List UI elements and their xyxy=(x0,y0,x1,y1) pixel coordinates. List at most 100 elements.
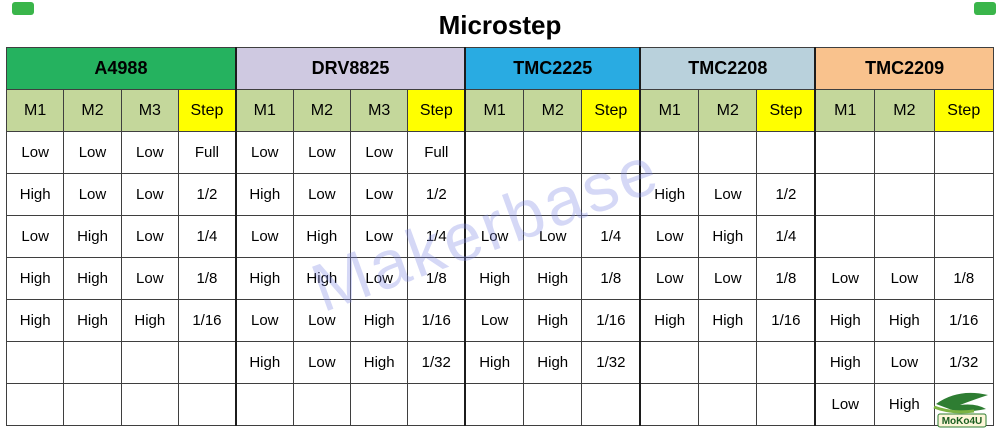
table-cell xyxy=(933,173,995,216)
pin-header: M2 xyxy=(292,89,352,132)
table-cell: 1/8 xyxy=(756,257,816,300)
table-cell: Low xyxy=(234,299,294,342)
table-cell xyxy=(756,383,816,426)
table-cell: 1/16 xyxy=(407,299,466,342)
table-cell: Low xyxy=(639,215,700,258)
pin-header-row: M1 M2 M3 Step M1 M2 M3 Step M1 M2 Step M… xyxy=(5,89,995,132)
table-cell: 1/8 xyxy=(407,257,466,300)
table-cell: 1/4 xyxy=(177,215,237,258)
table-cell xyxy=(814,215,876,258)
table-cell xyxy=(639,383,700,426)
table-cell xyxy=(177,383,237,426)
table-cell xyxy=(874,173,935,216)
table-cell xyxy=(581,131,641,174)
table-cell: Low xyxy=(120,173,179,216)
pin-header: M1 xyxy=(234,89,294,132)
table-cell: High xyxy=(464,257,525,300)
table-cell xyxy=(639,131,700,174)
driver-header-tmc2209: TMC2209 xyxy=(814,47,995,90)
table-cell: High xyxy=(464,341,525,384)
table-cell xyxy=(639,341,700,384)
corner-mark-left xyxy=(12,2,34,15)
table-cell xyxy=(756,131,816,174)
page-title: Microstep xyxy=(438,10,562,40)
corner-mark-right xyxy=(974,2,996,15)
table-cell: Low xyxy=(698,173,758,216)
table-cell: High xyxy=(814,299,876,342)
table-cell xyxy=(292,383,352,426)
table-cell xyxy=(933,215,995,258)
table-cell: 1/4 xyxy=(756,215,816,258)
pin-header: M2 xyxy=(523,89,583,132)
table-cell: High xyxy=(639,173,700,216)
pin-header: M2 xyxy=(63,89,122,132)
driver-header-tmc2208: TMC2208 xyxy=(639,47,816,90)
table-cell: Low xyxy=(292,173,352,216)
table-cell: 1/32 xyxy=(933,341,995,384)
table-cell xyxy=(581,173,641,216)
table-cell xyxy=(933,383,995,426)
table-cell: High xyxy=(350,299,409,342)
pin-header: M1 xyxy=(814,89,876,132)
table-cell: Low xyxy=(350,215,409,258)
table-cell: Low xyxy=(234,215,294,258)
step-header: Step xyxy=(581,89,641,132)
driver-header-drv8825: DRV8825 xyxy=(234,47,466,90)
table-body: Low Low Low Full Low Low Low Full High Low Low 1/2 H… xyxy=(5,131,995,426)
table-cell: High xyxy=(63,215,122,258)
table-cell: High xyxy=(63,257,122,300)
table-cell: Low xyxy=(292,341,352,384)
table-cell: High xyxy=(5,257,65,300)
table-cell: 1/2 xyxy=(177,173,237,216)
table-cell: Low xyxy=(120,131,179,174)
step-header: Step xyxy=(177,89,237,132)
table-cell xyxy=(581,383,641,426)
table-cell: High xyxy=(523,299,583,342)
table-cell: Low xyxy=(350,257,409,300)
table-cell xyxy=(5,383,65,426)
table-row: Low High Low 1/4 Low High Low 1/4 Low Low 1/4 Low Hi… xyxy=(5,215,995,258)
table-cell: Low xyxy=(292,131,352,174)
table-cell xyxy=(814,131,876,174)
table-cell: 1/16 xyxy=(581,299,641,342)
table-cell xyxy=(523,131,583,174)
table-cell xyxy=(814,173,876,216)
table-cell: Low xyxy=(874,341,935,384)
pin-header: M1 xyxy=(639,89,700,132)
step-header: Step xyxy=(407,89,466,132)
table-cell xyxy=(523,173,583,216)
table-cell: Low xyxy=(5,215,65,258)
table-cell: High xyxy=(234,341,294,384)
driver-header-tmc2225: TMC2225 xyxy=(464,47,641,90)
table-cell xyxy=(63,341,122,384)
table-cell xyxy=(350,383,409,426)
table-row: High Low High 1/32 High High 1/32 High Low 1/32 xyxy=(5,341,995,384)
table-cell: High xyxy=(639,299,700,342)
table-cell: 1/32 xyxy=(407,341,466,384)
table-cell: High xyxy=(874,299,935,342)
step-header: Step xyxy=(756,89,816,132)
table-cell xyxy=(464,383,525,426)
table-cell: Low xyxy=(523,215,583,258)
table-cell xyxy=(464,173,525,216)
table-cell xyxy=(464,131,525,174)
table-cell: 1/4 xyxy=(581,215,641,258)
table-cell: Low xyxy=(292,299,352,342)
table-cell: Low xyxy=(464,215,525,258)
table-cell: High xyxy=(234,257,294,300)
table-row: Low High xyxy=(5,383,995,426)
table-cell xyxy=(698,131,758,174)
table-cell: Low xyxy=(5,131,65,174)
pin-header: M2 xyxy=(874,89,935,132)
table-cell: 1/32 xyxy=(581,341,641,384)
table-cell: High xyxy=(292,257,352,300)
table-cell: 1/8 xyxy=(581,257,641,300)
table-cell: High xyxy=(698,215,758,258)
table-cell: High xyxy=(120,299,179,342)
pin-header: M1 xyxy=(5,89,65,132)
driver-header-row: A4988 DRV8825 TMC2225 TMC2208 TMC2209 xyxy=(5,47,995,90)
table-cell: 1/16 xyxy=(756,299,816,342)
table-row: High High Low 1/8 High High Low 1/8 High High 1/8 L… xyxy=(5,257,995,300)
table-cell xyxy=(933,131,995,174)
table-cell xyxy=(698,341,758,384)
